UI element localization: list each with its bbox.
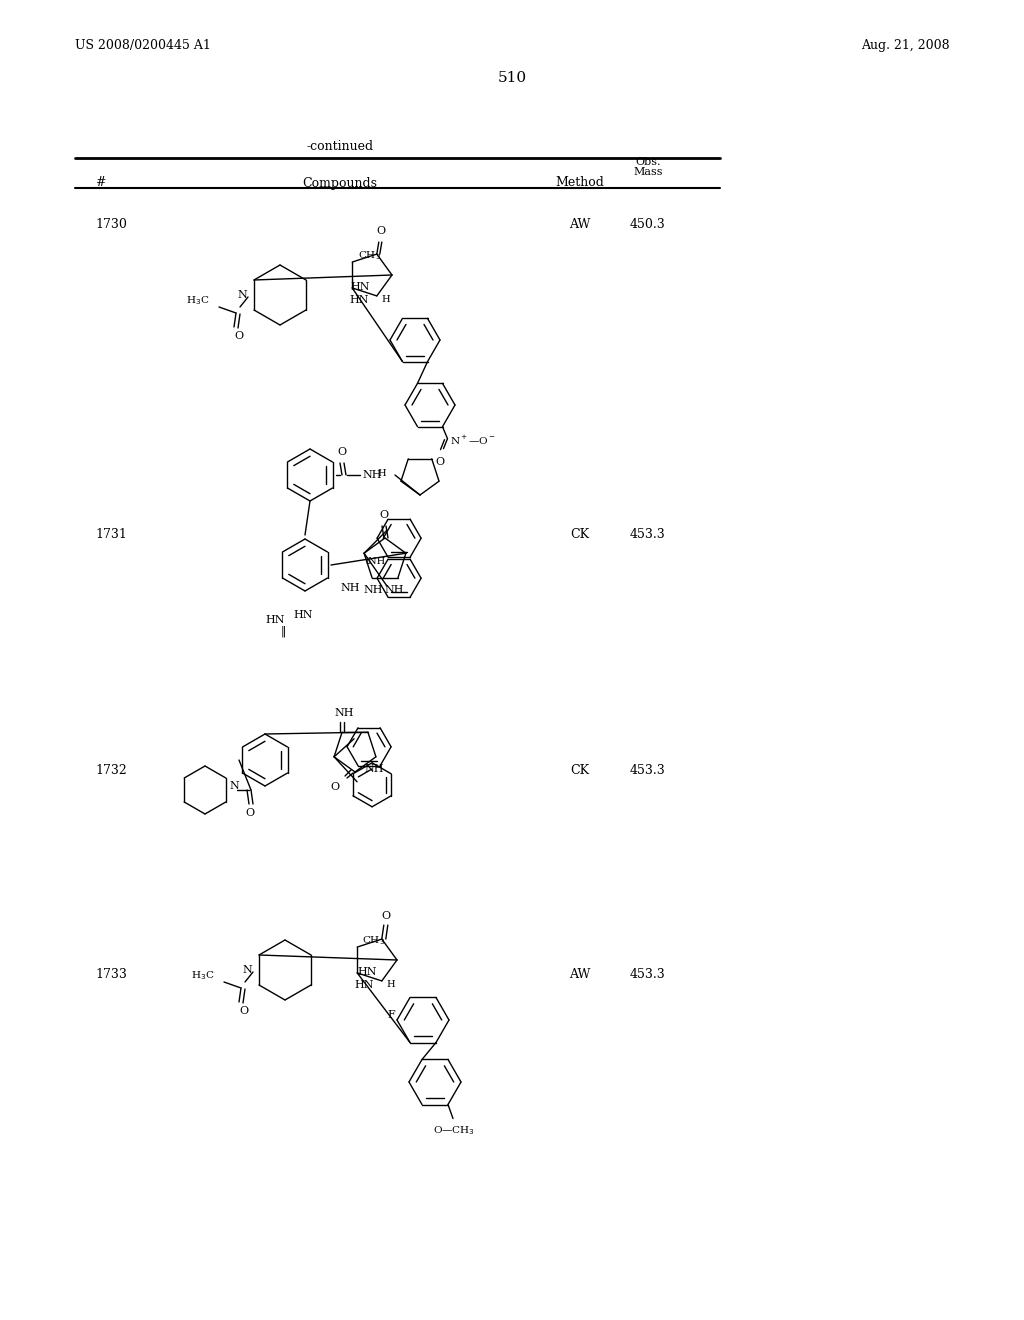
Text: CK: CK — [570, 528, 590, 541]
Text: H: H — [382, 296, 390, 305]
Text: O: O — [338, 447, 346, 457]
Text: 1733: 1733 — [95, 969, 127, 982]
Text: O: O — [380, 510, 388, 520]
Text: O: O — [376, 226, 385, 236]
Text: H: H — [387, 981, 395, 990]
Text: CH$_3$: CH$_3$ — [362, 935, 385, 948]
Text: O: O — [331, 781, 340, 792]
Text: Mass: Mass — [633, 168, 663, 177]
Text: O: O — [435, 457, 444, 467]
Text: Compounds: Compounds — [302, 177, 378, 190]
Text: Obs.: Obs. — [635, 157, 660, 168]
Text: N$^+$—O$^-$: N$^+$—O$^-$ — [450, 434, 496, 447]
Text: HN: HN — [265, 615, 285, 624]
Text: 1730: 1730 — [95, 219, 127, 231]
Text: HN: HN — [354, 979, 374, 990]
Text: H: H — [378, 469, 386, 478]
Text: 510: 510 — [498, 71, 526, 84]
Text: 450.3: 450.3 — [630, 219, 666, 231]
Text: 1731: 1731 — [95, 528, 127, 541]
Text: CK: CK — [570, 763, 590, 776]
Text: AW: AW — [569, 219, 591, 231]
Text: N: N — [243, 965, 252, 975]
Text: N: N — [229, 781, 239, 791]
Text: NH: NH — [334, 709, 354, 718]
Text: ‖: ‖ — [281, 626, 286, 636]
Text: CH$_3$: CH$_3$ — [358, 249, 381, 263]
Text: HN: HN — [293, 610, 312, 620]
Text: NH: NH — [365, 764, 384, 774]
Text: NH: NH — [364, 585, 383, 595]
Text: Method: Method — [556, 177, 604, 190]
Text: HN: HN — [350, 282, 370, 292]
Text: US 2008/0200445 A1: US 2008/0200445 A1 — [75, 38, 211, 51]
Text: O: O — [234, 331, 244, 341]
Text: H$_3$C: H$_3$C — [185, 294, 209, 308]
Text: H$_3$C: H$_3$C — [190, 970, 214, 982]
Text: 453.3: 453.3 — [630, 528, 666, 541]
Text: 453.3: 453.3 — [630, 763, 666, 776]
Text: N: N — [238, 290, 247, 300]
Text: NH: NH — [340, 583, 359, 593]
Text: -continued: -continued — [306, 140, 374, 153]
Text: Aug. 21, 2008: Aug. 21, 2008 — [861, 38, 950, 51]
Text: O: O — [381, 911, 390, 921]
Text: O: O — [240, 1006, 249, 1016]
Text: NH: NH — [384, 585, 403, 595]
Text: NH: NH — [362, 470, 382, 480]
Text: F: F — [387, 1010, 395, 1020]
Text: HN: HN — [349, 294, 369, 305]
Text: O—CH$_3$: O—CH$_3$ — [433, 1125, 475, 1138]
Text: AW: AW — [569, 969, 591, 982]
Text: 453.3: 453.3 — [630, 969, 666, 982]
Text: O: O — [246, 808, 255, 818]
Text: #: # — [95, 177, 105, 190]
Text: 1732: 1732 — [95, 763, 127, 776]
Text: iNH: iNH — [366, 557, 386, 566]
Text: HN: HN — [357, 968, 377, 977]
